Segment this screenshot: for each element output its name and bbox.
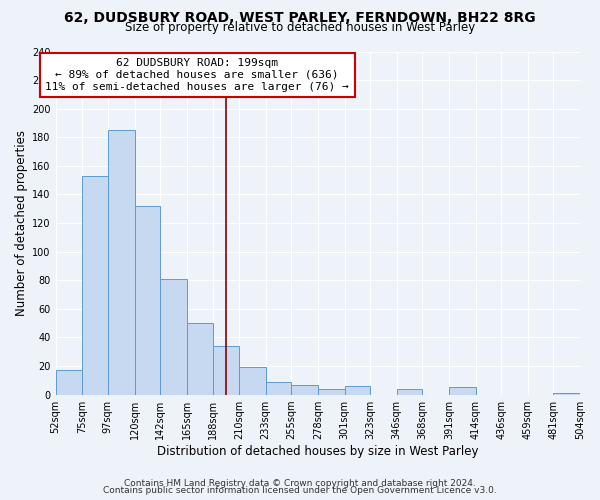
Text: Contains public sector information licensed under the Open Government Licence v3: Contains public sector information licen… <box>103 486 497 495</box>
Text: Contains HM Land Registry data © Crown copyright and database right 2024.: Contains HM Land Registry data © Crown c… <box>124 478 476 488</box>
Bar <box>214 346 239 395</box>
Text: Size of property relative to detached houses in West Parley: Size of property relative to detached ho… <box>125 22 475 35</box>
Text: 62, DUDSBURY ROAD, WEST PARLEY, FERNDOWN, BH22 8RG: 62, DUDSBURY ROAD, WEST PARLEY, FERNDOWN… <box>64 11 536 25</box>
Text: 62 DUDSBURY ROAD: 199sqm
← 89% of detached houses are smaller (636)
11% of semi-: 62 DUDSBURY ROAD: 199sqm ← 89% of detach… <box>46 58 349 92</box>
Bar <box>56 370 82 394</box>
X-axis label: Distribution of detached houses by size in West Parley: Distribution of detached houses by size … <box>157 444 479 458</box>
Bar <box>397 389 422 394</box>
Bar <box>266 382 291 394</box>
Bar <box>239 368 266 394</box>
Bar <box>160 279 187 394</box>
Bar <box>108 130 134 394</box>
Bar <box>553 393 580 394</box>
Bar <box>344 386 370 394</box>
Y-axis label: Number of detached properties: Number of detached properties <box>15 130 28 316</box>
Bar <box>318 389 344 394</box>
Bar <box>187 323 214 394</box>
Bar <box>82 176 108 394</box>
Bar <box>134 206 160 394</box>
Bar <box>291 384 318 394</box>
Bar <box>449 388 476 394</box>
